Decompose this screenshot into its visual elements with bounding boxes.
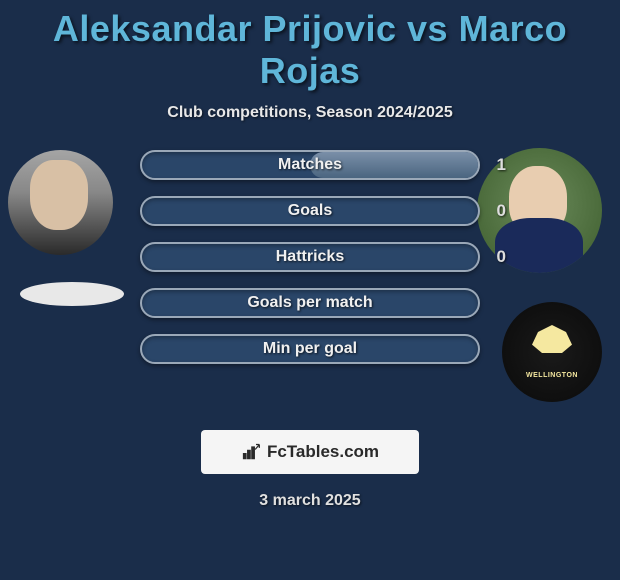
stat-bar-label: Matches: [142, 152, 478, 178]
player-left-club-badge: [20, 282, 124, 306]
club-badge-text: WELLINGTON: [517, 372, 587, 379]
phoenix-icon: [532, 325, 572, 353]
player-left-avatar: [8, 150, 113, 255]
date-text: 3 march 2025: [0, 492, 620, 510]
stat-value-right: 0: [497, 198, 506, 224]
stat-bar-label: Goals: [142, 198, 478, 224]
subtitle: Club competitions, Season 2024/2025: [0, 104, 620, 122]
stat-bars-container: Matches1 Goals0 Hattricks0 Goals per match M…: [140, 150, 480, 380]
stat-value-right: 1: [497, 152, 506, 178]
stat-bar-label: Min per goal: [142, 336, 478, 362]
stat-bar-row: Matches1: [140, 150, 480, 180]
player-right-club-badge: WELLINGTON: [502, 302, 602, 402]
brand-logo: FcTables.com: [201, 430, 419, 474]
stat-bar-row: Goals per match: [140, 288, 480, 318]
stat-bar-label: Goals per match: [142, 290, 478, 316]
stat-bar-row: Hattricks0: [140, 242, 480, 272]
page-title: Aleksandar Prijovic vs Marco Rojas: [0, 0, 620, 92]
chart-icon: [241, 442, 261, 462]
stat-bar-row: Min per goal: [140, 334, 480, 364]
brand-name: FcTables.com: [267, 442, 379, 462]
stat-bar-row: Goals0: [140, 196, 480, 226]
stat-bar-label: Hattricks: [142, 244, 478, 270]
stat-value-right: 0: [497, 244, 506, 270]
comparison-content: WELLINGTON Matches1Goals0Hattricks0Goals…: [0, 150, 620, 410]
